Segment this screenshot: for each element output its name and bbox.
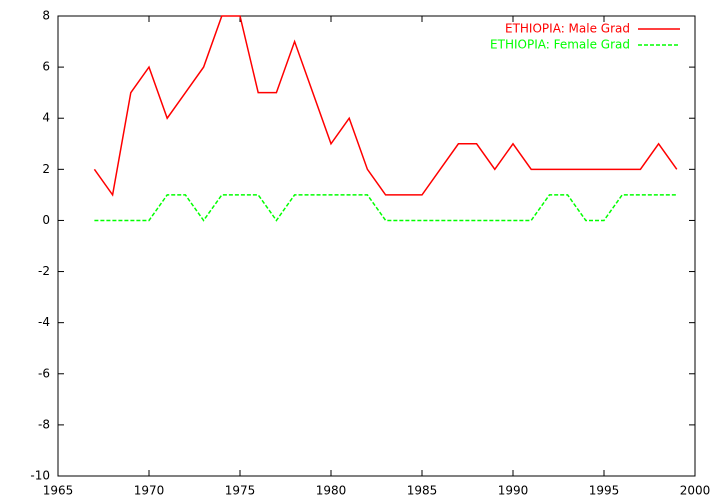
series-line — [94, 194, 677, 222]
legend-label: ETHIOPIA: Male Grad — [505, 22, 630, 36]
y-tick-label: -10 — [30, 469, 50, 483]
y-tick-label: -2 — [38, 264, 50, 278]
x-tick-label: 1965 — [43, 484, 74, 498]
x-tick-label: 1990 — [498, 484, 529, 498]
y-tick-label: -6 — [38, 366, 50, 380]
y-tick-label: 0 — [42, 213, 50, 227]
x-tick-label: 1980 — [316, 484, 347, 498]
x-tick-label: 2000 — [680, 484, 711, 498]
series-line — [93, 15, 678, 197]
x-tick-label: 1970 — [134, 484, 165, 498]
y-tick-label: -8 — [38, 417, 50, 431]
x-tick-label: 1985 — [407, 484, 438, 498]
y-tick-label: 6 — [42, 60, 50, 74]
y-tick-label: -4 — [38, 315, 50, 329]
x-tick-label: 1995 — [589, 484, 620, 498]
y-tick-label: 2 — [42, 162, 50, 176]
y-tick-label: 8 — [42, 9, 50, 23]
y-tick-label: 4 — [42, 111, 50, 125]
x-tick-label: 1975 — [225, 484, 256, 498]
legend-label: ETHIOPIA: Female Grad — [490, 38, 630, 52]
plot-frame — [57, 15, 696, 477]
